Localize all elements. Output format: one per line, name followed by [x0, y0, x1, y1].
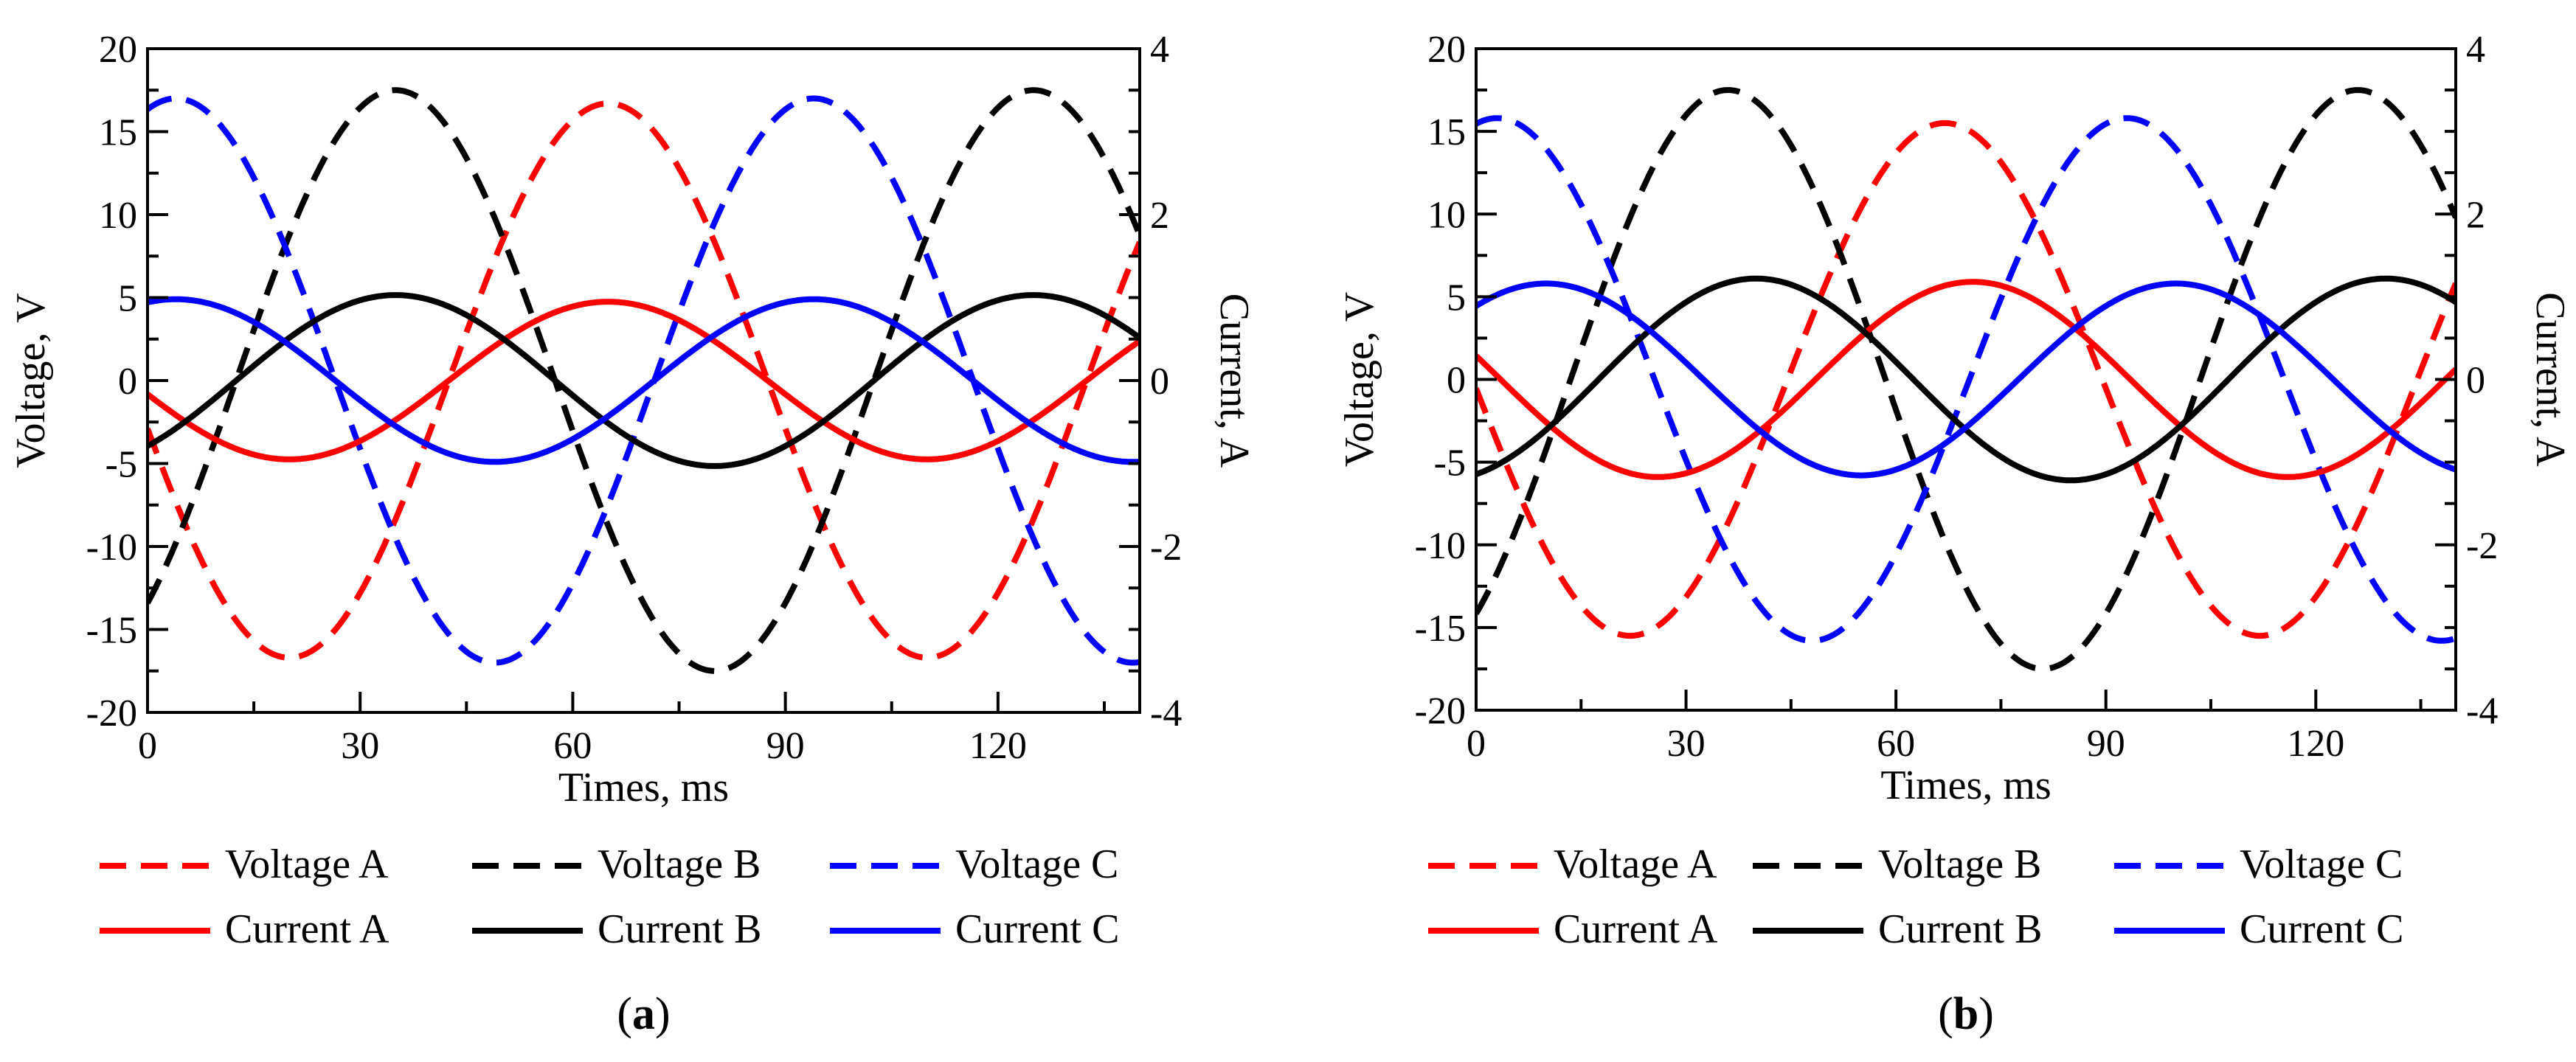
x-tick-label: 120 [969, 725, 1027, 767]
legend-label-voltage-b: Voltage B [598, 841, 761, 887]
x-tick-label: 30 [1667, 723, 1706, 765]
x-axis-title: Times, ms [558, 765, 729, 811]
series-line-voltage-c [148, 95, 1140, 666]
y-left-tick-label: -20 [86, 693, 137, 735]
series-line-voltage-b [148, 87, 1140, 674]
x-axis-title: Times, ms [1880, 763, 2051, 808]
chart-panel-a: 0 30 60 90 120 -20 -15 -10 -5 0 5 10 15 20 -4 -2 0 2 4 Time… [8, 29, 1257, 1039]
legend-label-voltage-a: Voltage A [1554, 841, 1717, 887]
series-line-voltage-a [148, 100, 1140, 661]
y-left-tick-label: 15 [99, 112, 137, 154]
chart-a-svg: 0 30 60 90 120-20-15-10-505101520-4-2024Time… [8, 29, 1257, 1039]
caption-letter: b [1953, 989, 1978, 1039]
caption-letter: a [632, 989, 655, 1039]
legend-label-voltage-c: Voltage C [955, 841, 1118, 887]
y-left-tick-label: 20 [1427, 29, 1466, 71]
x-tick-label: 30 [341, 725, 379, 767]
y-left-tick-label: 5 [118, 278, 137, 320]
y-left-tick-label: 20 [99, 29, 137, 71]
y-right-tick-label: 0 [2466, 360, 2485, 402]
y-right-tick-label: -4 [1150, 693, 1182, 735]
legend-label-voltage-a: Voltage A [225, 841, 389, 887]
series-line-current-b [148, 292, 1140, 469]
legend-label-voltage-c: Voltage C [2240, 841, 2403, 887]
y-left-axis-title: Voltage, V [8, 293, 54, 468]
y-left-tick-label: 0 [118, 361, 137, 403]
y-left-tick-label: -10 [1415, 525, 1466, 567]
y-right-tick-label: 2 [2466, 194, 2485, 236]
series-line-current-c [148, 296, 1140, 465]
y-right-tick-label: 4 [1150, 29, 1169, 71]
legend-label-current-c: Current C [955, 906, 1119, 952]
y-left-tick-label: 10 [1427, 194, 1466, 236]
chart-panel-b: 0 30 60 90 120 -20 -15 -10 -5 0 5 10 15 20 -4 -2 0 2 4 Time… [1288, 0, 2576, 1062]
y-left-tick-label: -5 [1434, 442, 1466, 485]
y-left-tick-label: 15 [1427, 111, 1466, 153]
legend-label-current-a: Current A [1554, 906, 1718, 952]
caption-close-paren: ) [1978, 989, 1994, 1039]
x-tick-label: 60 [1877, 723, 1915, 765]
chart-b-svg: 0 30 60 90 120-20-15-10-505101520-4-2024Time… [1337, 29, 2573, 1039]
x-tick-label: 120 [2287, 723, 2344, 765]
legend-label-current-c: Current C [2240, 906, 2403, 952]
panel-caption: (a) [617, 989, 670, 1039]
y-left-tick-label: -15 [1415, 608, 1466, 650]
y-right-tick-label: -2 [1150, 527, 1182, 569]
y-left-tick-label: 0 [1447, 360, 1466, 402]
series-line-voltage-a [1476, 119, 2456, 639]
x-tick-label: 90 [2087, 723, 2125, 765]
y-left-tick-label: -20 [1415, 690, 1466, 732]
y-left-tick-label: 5 [1447, 277, 1466, 319]
y-right-tick-label: -4 [2466, 690, 2498, 732]
panel-caption: (b) [1938, 989, 1994, 1039]
y-left-tick-label: -15 [86, 610, 137, 652]
y-right-tick-label: -2 [2466, 525, 2498, 567]
caption-close-paren: ) [655, 989, 671, 1039]
y-right-tick-label: 4 [2466, 29, 2485, 71]
x-tick-label: 90 [766, 725, 805, 767]
series-group [148, 87, 1140, 674]
caption-open-paren: ( [617, 989, 632, 1039]
series-line-current-c [1476, 280, 2456, 479]
x-tick-label: 0 [1467, 723, 1486, 765]
series-line-voltage-c [1476, 115, 2456, 644]
legend-label-current-b: Current B [1878, 906, 2042, 952]
x-tick-label: 60 [553, 725, 592, 767]
legend-label-current-a: Current A [225, 906, 389, 952]
plot-frame [1475, 47, 2457, 712]
caption-open-paren: ( [1938, 989, 1953, 1039]
y-right-tick-label: 0 [1150, 361, 1169, 403]
series-line-current-a [1476, 279, 2456, 480]
y-right-axis-title: Current, A [2527, 292, 2573, 467]
legend: Voltage A Voltage B Voltage C Current A Curr… [1428, 841, 2403, 952]
y-right-tick-label: 2 [1150, 195, 1169, 237]
series-group [1476, 87, 2456, 672]
y-left-tick-label: 10 [99, 195, 137, 237]
series-line-current-a [148, 299, 1140, 462]
plot-frame [146, 47, 1141, 714]
legend-label-current-b: Current B [598, 906, 761, 952]
series-line-voltage-b [1476, 87, 2456, 672]
y-left-tick-label: -5 [105, 444, 137, 486]
legend: Voltage A Voltage B Voltage C Current A Curr… [100, 841, 1119, 952]
legend-label-voltage-b: Voltage B [1878, 841, 2041, 887]
y-left-tick-label: -10 [86, 527, 137, 569]
y-left-axis-title: Voltage, V [1337, 292, 1382, 467]
y-right-axis-title: Current, A [1211, 294, 1257, 468]
x-tick-label: 0 [138, 725, 157, 767]
